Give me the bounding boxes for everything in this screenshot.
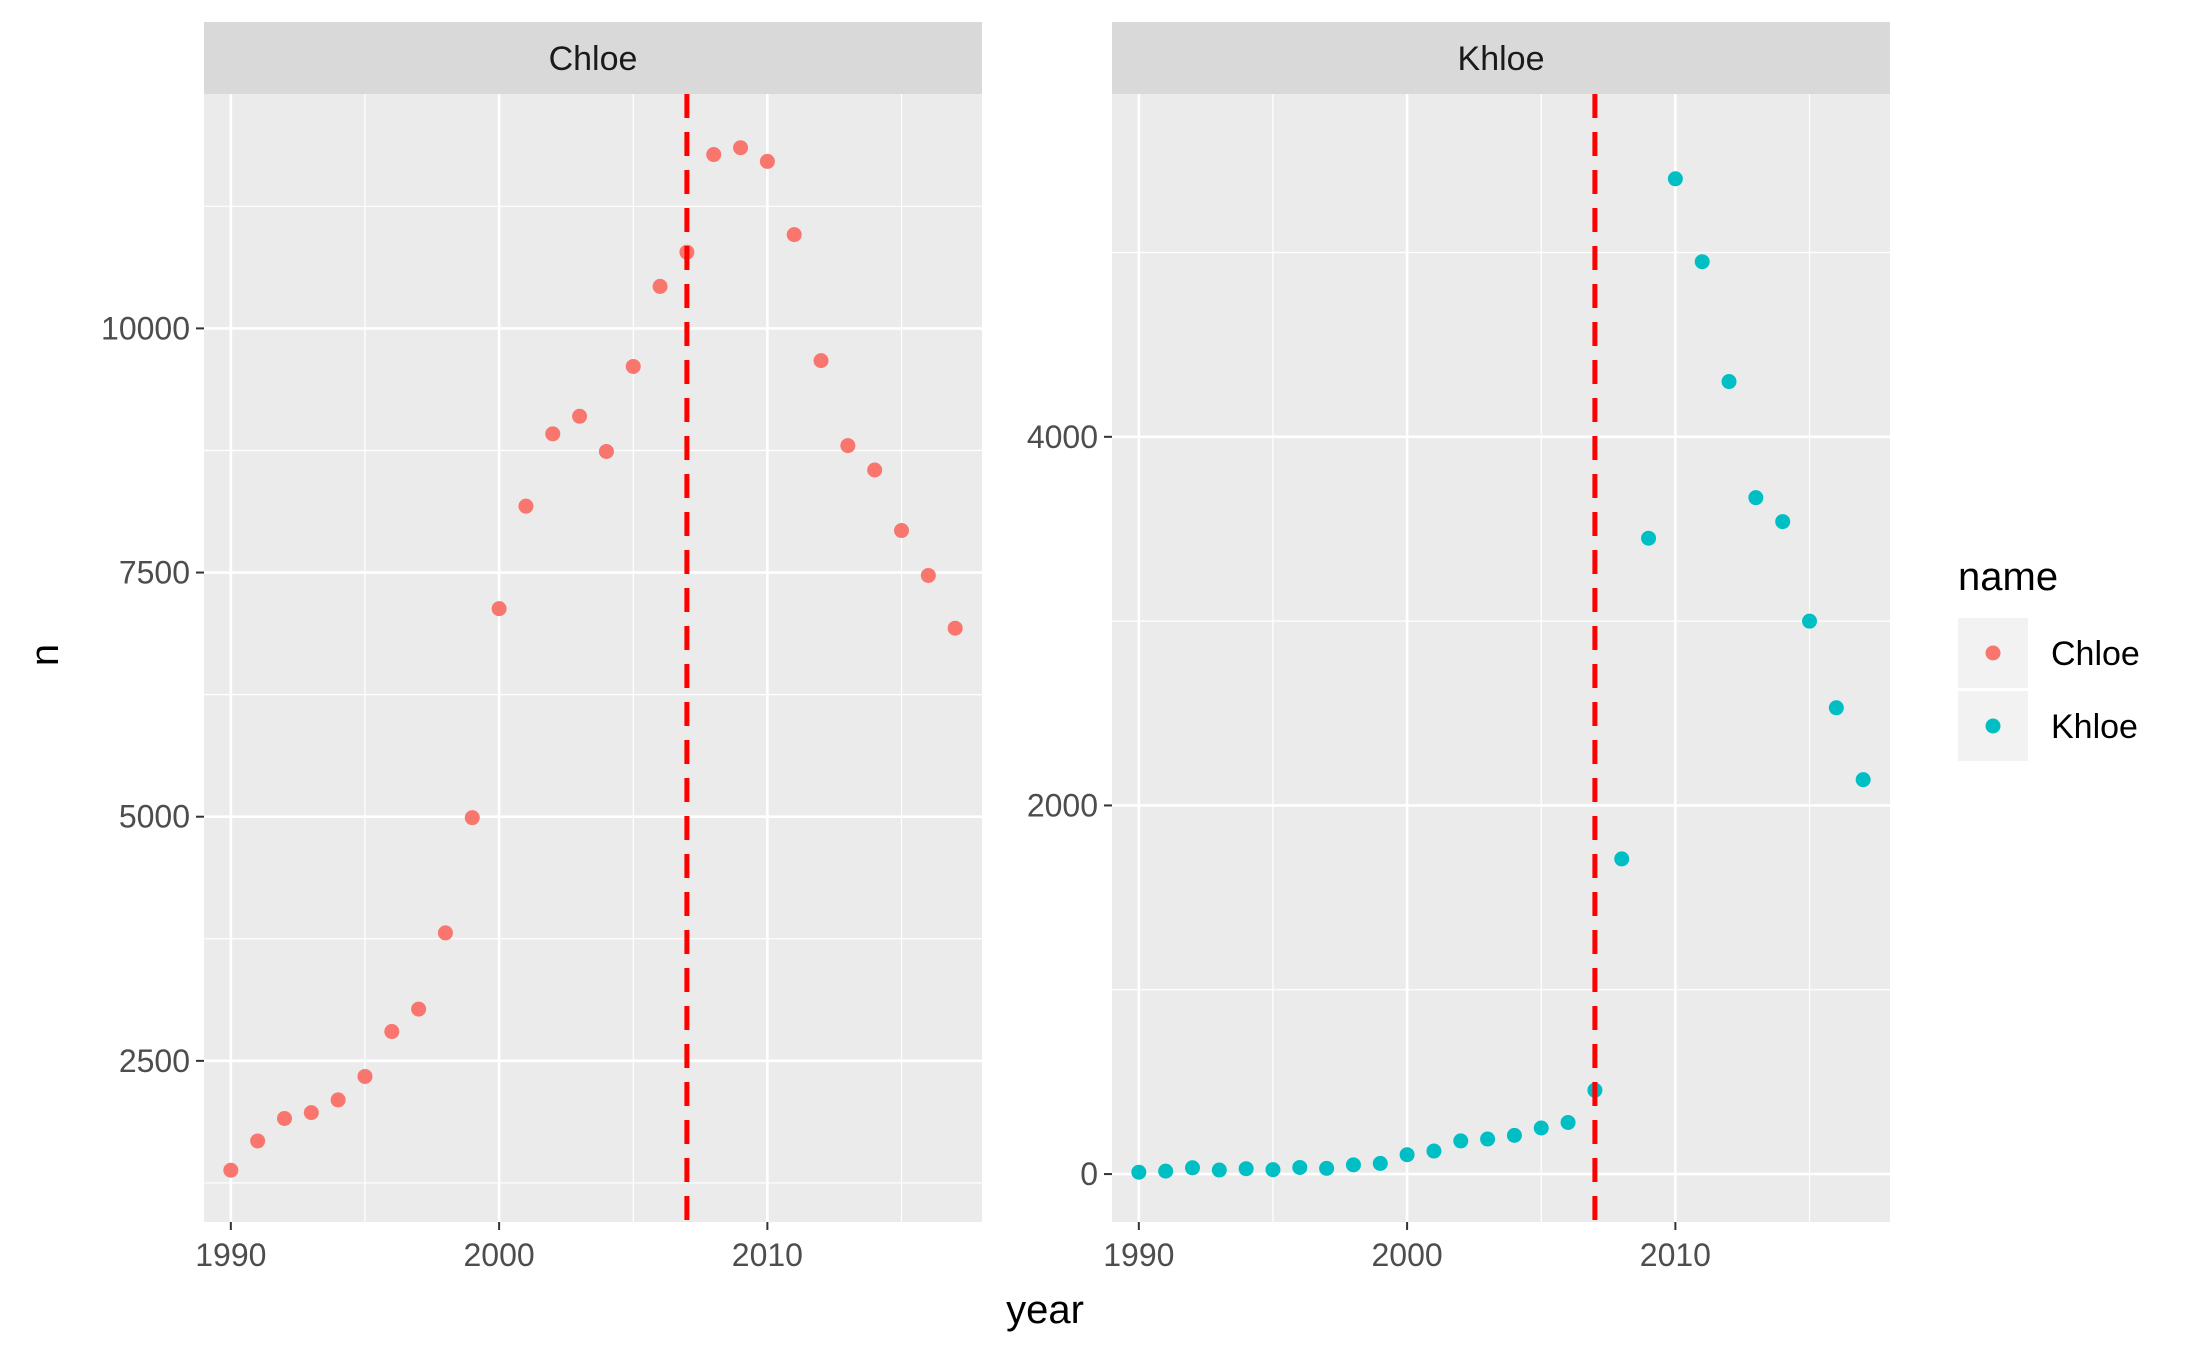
data-point bbox=[1265, 1162, 1281, 1178]
data-point bbox=[545, 426, 561, 442]
data-point bbox=[840, 438, 856, 454]
data-point bbox=[276, 1110, 292, 1126]
data-point bbox=[1184, 1160, 1200, 1176]
data-point bbox=[330, 1092, 346, 1108]
data-point bbox=[223, 1162, 239, 1178]
panel-background-khloe bbox=[1112, 94, 1890, 1222]
panel-chloe: Chloe 2500 5000 7500 10000 1990 2000 2010 bbox=[101, 22, 982, 1273]
data-point bbox=[598, 443, 614, 459]
data-point bbox=[652, 278, 668, 294]
y-tick-label: 7500 bbox=[119, 555, 190, 591]
data-point bbox=[1292, 1159, 1308, 1175]
y-axis-khloe: 0 2000 4000 bbox=[1027, 419, 1112, 1192]
x-axis-title: year bbox=[1006, 1288, 1084, 1332]
y-axis-chloe: 2500 5000 7500 10000 bbox=[101, 310, 204, 1079]
data-point bbox=[786, 227, 802, 243]
data-point bbox=[1667, 171, 1683, 187]
data-point bbox=[706, 147, 722, 163]
x-tick-label: 2000 bbox=[1372, 1237, 1443, 1273]
x-axis-khloe: 1990 2000 2010 bbox=[1103, 1222, 1711, 1273]
data-point bbox=[572, 408, 588, 424]
data-point bbox=[1828, 700, 1844, 716]
data-point bbox=[1748, 490, 1764, 506]
data-point bbox=[1721, 374, 1737, 390]
data-point bbox=[411, 1001, 427, 1017]
points-chloe bbox=[223, 140, 963, 1178]
x-axis-chloe: 1990 2000 2010 bbox=[195, 1222, 803, 1273]
data-point bbox=[947, 620, 963, 636]
data-point bbox=[1319, 1160, 1335, 1176]
data-point bbox=[1560, 1114, 1576, 1130]
points-khloe bbox=[1131, 171, 1871, 1180]
data-point bbox=[1426, 1143, 1442, 1159]
legend-dot-chloe bbox=[1985, 645, 2001, 661]
legend: name Chloe Khloe bbox=[1958, 555, 2140, 761]
data-point bbox=[1480, 1131, 1496, 1147]
data-point bbox=[1372, 1155, 1388, 1171]
y-tick-label: 4000 bbox=[1027, 419, 1098, 455]
data-point bbox=[625, 358, 641, 374]
data-point bbox=[867, 462, 883, 478]
legend-label-khloe: Khloe bbox=[2051, 708, 2138, 746]
y-tick-label: 10000 bbox=[101, 310, 190, 346]
strip-background-khloe bbox=[1112, 22, 1890, 94]
y-axis-title: n bbox=[23, 644, 67, 666]
data-point bbox=[1131, 1164, 1147, 1180]
data-point bbox=[1694, 254, 1710, 270]
x-tick-label: 1990 bbox=[1103, 1237, 1174, 1273]
gridlines-chloe bbox=[204, 94, 982, 1222]
data-point bbox=[759, 153, 775, 169]
strip-background-chloe bbox=[204, 22, 982, 94]
data-point bbox=[518, 498, 534, 514]
data-point bbox=[1855, 772, 1871, 788]
data-point bbox=[1533, 1120, 1549, 1136]
data-point bbox=[437, 925, 453, 941]
data-point bbox=[1775, 514, 1791, 530]
x-tick-label: 1990 bbox=[195, 1237, 266, 1273]
data-point bbox=[1238, 1161, 1254, 1177]
x-tick-label: 2000 bbox=[464, 1237, 535, 1273]
x-tick-label: 2010 bbox=[1640, 1237, 1711, 1273]
panel-background-chloe bbox=[204, 94, 982, 1222]
data-point bbox=[1802, 613, 1818, 629]
data-point bbox=[1158, 1163, 1174, 1179]
data-point bbox=[1506, 1127, 1522, 1143]
data-point bbox=[894, 523, 910, 539]
data-point bbox=[357, 1068, 373, 1084]
data-point bbox=[384, 1024, 400, 1040]
data-point bbox=[491, 601, 507, 617]
data-point bbox=[250, 1133, 266, 1149]
y-tick-label: 5000 bbox=[119, 799, 190, 835]
data-point bbox=[464, 810, 480, 826]
panel-khloe: Khloe 0 2000 4000 1990 2000 2010 bbox=[1027, 22, 1890, 1273]
data-point bbox=[1399, 1147, 1415, 1163]
data-point bbox=[733, 140, 749, 156]
data-point bbox=[303, 1105, 319, 1121]
legend-label-chloe: Chloe bbox=[2051, 635, 2140, 673]
y-tick-label: 2000 bbox=[1027, 787, 1098, 823]
data-point bbox=[1641, 530, 1657, 546]
data-point bbox=[1211, 1162, 1227, 1178]
data-point bbox=[1453, 1133, 1469, 1149]
strip-label-chloe: Chloe bbox=[549, 40, 638, 78]
x-tick-label: 2010 bbox=[732, 1237, 803, 1273]
data-point bbox=[813, 353, 829, 369]
data-point bbox=[1345, 1157, 1361, 1173]
legend-title: name bbox=[1958, 555, 2058, 599]
data-point bbox=[920, 567, 936, 583]
y-tick-label: 2500 bbox=[119, 1043, 190, 1079]
strip-label-khloe: Khloe bbox=[1458, 40, 1545, 78]
y-tick-label: 0 bbox=[1080, 1156, 1098, 1192]
legend-dot-khloe bbox=[1985, 718, 2001, 734]
data-point bbox=[1614, 851, 1630, 867]
